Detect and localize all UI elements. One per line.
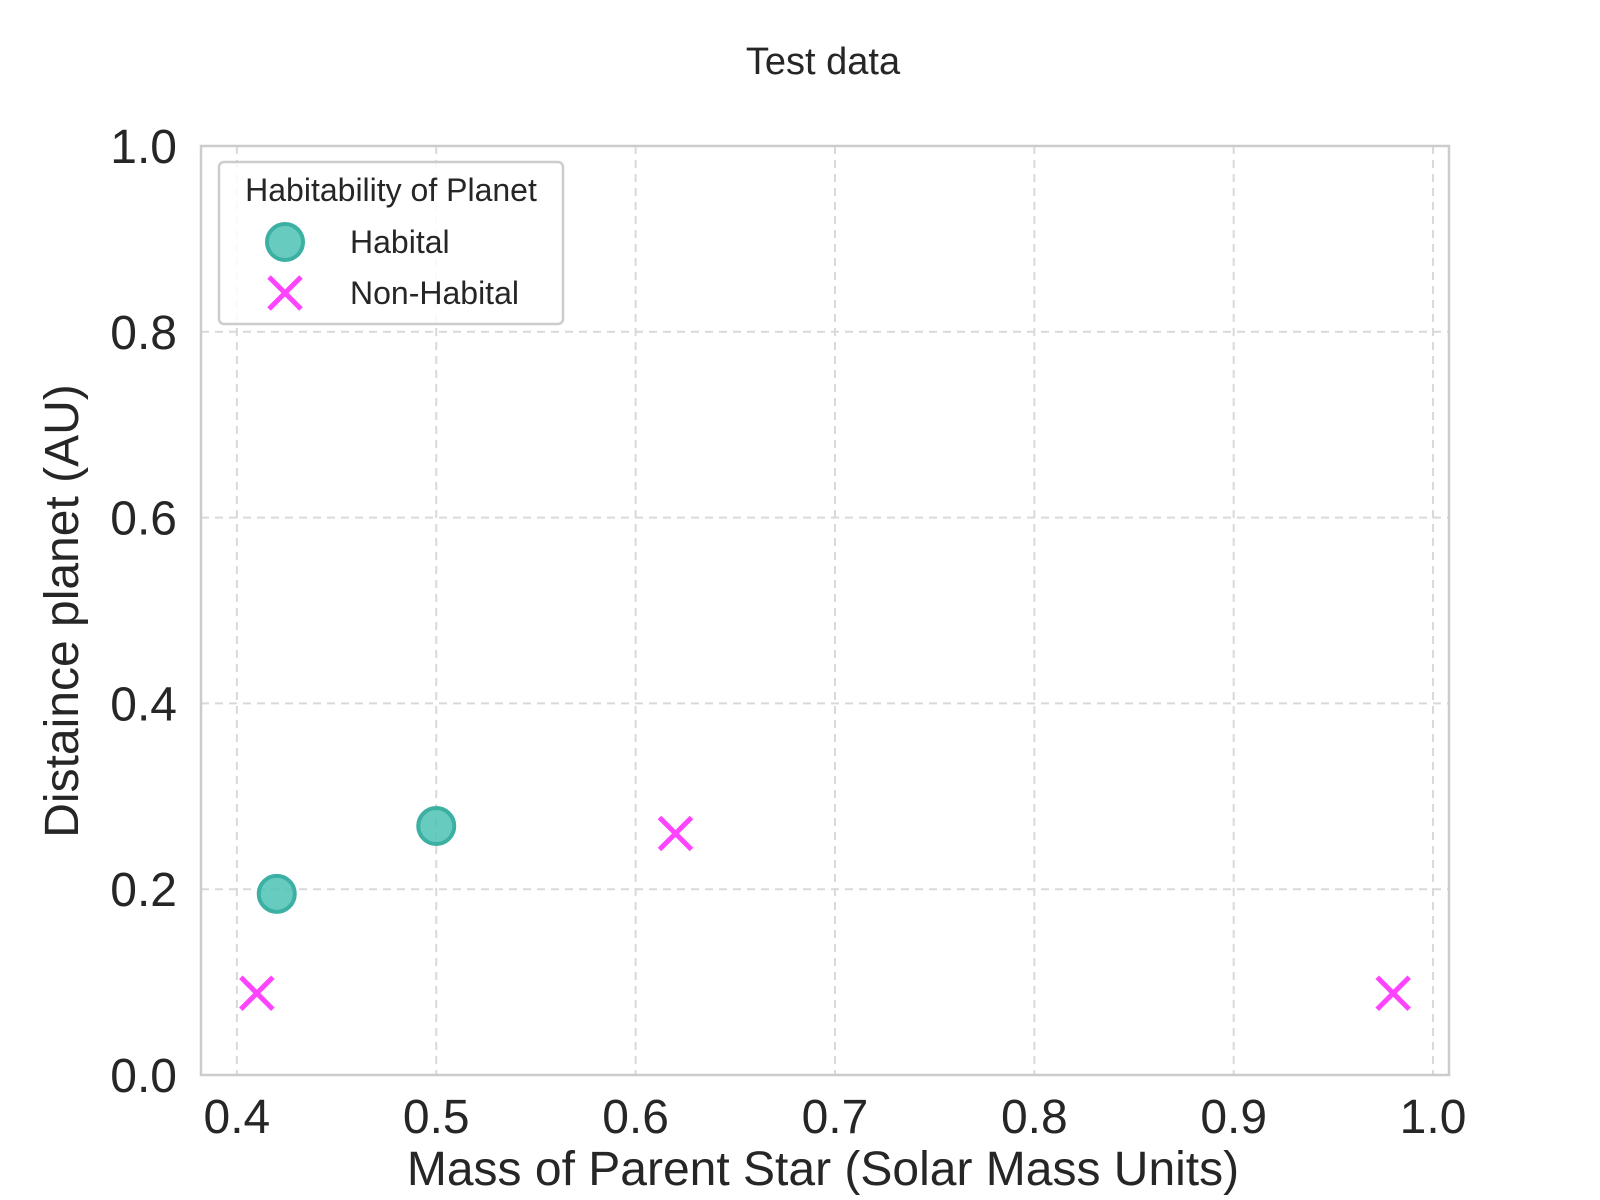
- chart-title: Test data: [746, 41, 901, 83]
- y-axis-label: Distaince planet (AU): [36, 384, 89, 838]
- x-tick-label: 1.0: [1400, 1091, 1467, 1144]
- non-habital-point: [657, 815, 694, 852]
- x-tick-label: 0.8: [1001, 1091, 1068, 1144]
- plot-frame: [199, 144, 1451, 1077]
- legend-label-non-habital: Non-Habital: [350, 275, 519, 311]
- legend-marker-non-habital: [267, 275, 303, 311]
- x-marker-stroke: [1375, 975, 1411, 1012]
- x-tick-label: 0.4: [204, 1091, 271, 1144]
- x-marker-stroke: [657, 815, 694, 852]
- y-tick-label: 0.6: [110, 493, 177, 546]
- non-habital-point: [239, 975, 275, 1012]
- x-tick-label: 0.5: [403, 1091, 470, 1144]
- legend-title: Habitability of Planet: [245, 172, 537, 208]
- legend: Habitability of Planet Habital Non-Habita…: [217, 160, 565, 326]
- x-tick-label: 0.7: [802, 1091, 869, 1144]
- data-marks: [239, 806, 1411, 1012]
- y-tick-label: 0.2: [110, 864, 177, 917]
- y-tick-label: 0.0: [110, 1050, 177, 1103]
- x-marker-stroke: [239, 975, 275, 1012]
- x-axis-label: Mass of Parent Star (Solar Mass Units): [407, 1143, 1239, 1196]
- x-tick-label: 0.6: [602, 1091, 669, 1144]
- y-tick-label: 0.8: [110, 307, 177, 360]
- non-habital-point: [1375, 975, 1411, 1012]
- x-marker-stroke: [267, 275, 303, 311]
- legend-marker-habital: [265, 222, 305, 262]
- x-tick-label: 0.9: [1200, 1091, 1267, 1144]
- legend-box: [217, 160, 565, 326]
- habital-point: [256, 873, 297, 914]
- habital-point: [416, 806, 457, 847]
- y-tick-label: 1.0: [110, 121, 177, 174]
- legend-label-habital: Habital: [350, 224, 450, 260]
- legend-entries: Habital Non-Habital: [265, 222, 519, 311]
- y-tick-label: 0.4: [110, 678, 177, 731]
- tick-labels: 0.4 0.5 0.6 0.7 0.8 0.9 1.0 0.0 0.2 0.4 0.6 0.8 1.0: [110, 121, 1466, 1144]
